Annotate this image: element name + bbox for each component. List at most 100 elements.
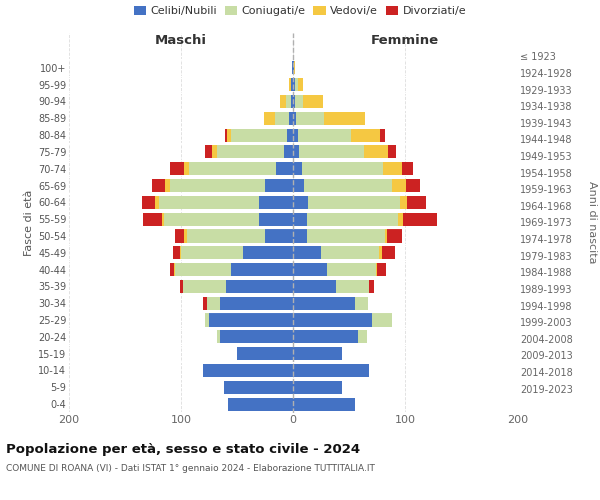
Bar xyxy=(295,95,303,108)
Bar xyxy=(291,78,293,91)
Bar xyxy=(143,212,162,226)
Bar xyxy=(377,263,386,276)
Bar xyxy=(237,347,293,360)
Bar xyxy=(209,314,293,326)
Bar xyxy=(293,212,307,226)
Bar xyxy=(152,179,166,192)
Bar xyxy=(232,263,293,276)
Bar xyxy=(175,230,184,242)
Bar xyxy=(293,146,299,158)
Bar xyxy=(293,95,295,108)
Bar xyxy=(293,296,355,310)
Bar xyxy=(173,246,180,260)
Text: Popolazione per età, sesso e stato civile - 2024: Popolazione per età, sesso e stato civil… xyxy=(6,442,360,456)
Bar xyxy=(162,212,164,226)
Bar xyxy=(220,330,293,344)
Bar xyxy=(170,162,184,175)
Bar xyxy=(308,196,400,209)
Bar xyxy=(289,112,293,125)
Bar xyxy=(335,280,369,293)
Bar xyxy=(352,128,380,141)
Bar xyxy=(287,128,293,141)
Bar xyxy=(304,179,392,192)
Bar xyxy=(286,95,291,108)
Bar xyxy=(275,112,289,125)
Bar xyxy=(293,196,308,209)
Bar xyxy=(226,280,293,293)
Bar xyxy=(403,212,437,226)
Bar xyxy=(402,162,413,175)
Bar xyxy=(184,162,189,175)
Bar xyxy=(284,146,293,158)
Bar xyxy=(376,263,377,276)
Bar xyxy=(158,196,259,209)
Bar xyxy=(265,230,293,242)
Bar xyxy=(355,296,368,310)
Bar xyxy=(220,296,293,310)
Bar xyxy=(369,280,374,293)
Bar xyxy=(142,196,155,209)
Bar xyxy=(265,179,293,192)
Bar xyxy=(298,78,303,91)
Bar xyxy=(232,128,287,141)
Bar xyxy=(293,263,327,276)
Bar xyxy=(364,146,388,158)
Bar xyxy=(207,296,220,310)
Bar xyxy=(307,230,385,242)
Bar xyxy=(259,212,293,226)
Bar xyxy=(398,212,403,226)
Bar xyxy=(189,162,276,175)
Bar xyxy=(259,196,293,209)
Bar xyxy=(183,280,226,293)
Bar xyxy=(212,146,217,158)
Bar xyxy=(224,380,293,394)
Bar xyxy=(299,146,364,158)
Bar xyxy=(170,179,265,192)
Y-axis label: Anni di nascita: Anni di nascita xyxy=(587,181,597,264)
Bar xyxy=(294,62,295,74)
Bar xyxy=(379,246,382,260)
Bar xyxy=(382,246,395,260)
Bar xyxy=(295,78,298,91)
Bar xyxy=(164,212,259,226)
Bar xyxy=(291,95,293,108)
Bar xyxy=(293,246,321,260)
Bar xyxy=(293,280,335,293)
Bar xyxy=(181,246,242,260)
Bar xyxy=(227,128,232,141)
Bar xyxy=(155,196,158,209)
Bar xyxy=(383,162,402,175)
Bar xyxy=(385,230,387,242)
Bar xyxy=(280,95,286,108)
Bar xyxy=(293,62,294,74)
Bar xyxy=(407,196,427,209)
Bar xyxy=(293,128,298,141)
Text: Femmine: Femmine xyxy=(371,34,439,46)
Bar xyxy=(180,280,183,293)
Bar xyxy=(203,296,207,310)
Bar xyxy=(293,162,302,175)
Bar xyxy=(298,128,352,141)
Legend: Celibi/Nubili, Coniugati/e, Vedovi/e, Divorziati/e: Celibi/Nubili, Coniugati/e, Vedovi/e, Di… xyxy=(134,6,466,16)
Bar xyxy=(184,230,187,242)
Bar xyxy=(205,146,212,158)
Bar xyxy=(293,380,343,394)
Y-axis label: Fasce di età: Fasce di età xyxy=(23,190,34,256)
Bar xyxy=(217,330,220,344)
Bar xyxy=(388,146,396,158)
Bar xyxy=(170,263,175,276)
Bar xyxy=(380,128,385,141)
Bar xyxy=(293,314,371,326)
Bar xyxy=(325,112,365,125)
Bar xyxy=(302,162,383,175)
Bar xyxy=(293,330,358,344)
Bar xyxy=(293,364,369,377)
Text: Maschi: Maschi xyxy=(155,34,207,46)
Bar xyxy=(180,246,181,260)
Bar xyxy=(303,95,323,108)
Bar xyxy=(307,212,398,226)
Text: COMUNE DI ROANA (VI) - Dati ISTAT 1° gennaio 2024 - Elaborazione TUTTITALIA.IT: COMUNE DI ROANA (VI) - Dati ISTAT 1° gen… xyxy=(6,464,375,473)
Bar xyxy=(400,196,407,209)
Bar xyxy=(264,112,275,125)
Bar xyxy=(293,179,304,192)
